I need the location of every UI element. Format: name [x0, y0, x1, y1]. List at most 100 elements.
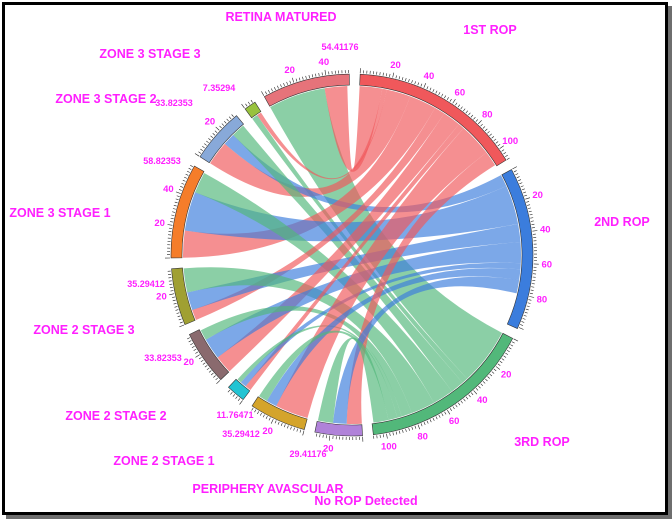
tick-mark — [423, 422, 426, 426]
tick-label: 60 — [541, 260, 552, 271]
chord-ribbon-3rd-rop-to-retina-matured — [270, 88, 503, 379]
tick-mark — [181, 182, 185, 185]
tick-mark — [518, 179, 522, 182]
tick-mark — [187, 337, 190, 340]
tick-mark — [382, 434, 385, 438]
tick-mark — [460, 400, 463, 404]
tick-mark — [503, 355, 507, 358]
group-label-retina-matured: RETINA MATURED — [225, 10, 336, 24]
tick-mark — [470, 392, 474, 396]
tick-mark — [206, 367, 210, 371]
tick-mark — [401, 77, 404, 81]
tick-mark — [452, 99, 456, 104]
tick-label: 40 — [540, 224, 551, 235]
tick-mark — [527, 302, 531, 304]
tick-mark — [173, 204, 177, 207]
tick-label: 20 — [390, 60, 401, 71]
tick-mark — [296, 428, 298, 432]
tick-mark — [178, 189, 182, 191]
tick-mark — [245, 103, 248, 107]
tick-mark — [271, 88, 273, 92]
tick-mark — [512, 166, 517, 170]
tick-mark — [513, 170, 517, 173]
tick-mark — [426, 420, 429, 424]
tick-mark — [444, 95, 447, 99]
tick-mark — [449, 98, 452, 102]
tick-mark — [478, 385, 481, 389]
tick-label: 20 — [501, 369, 512, 380]
tick-mark — [420, 83, 423, 87]
tick-mark — [468, 394, 471, 398]
group-label-zone-3-stage-1: ZONE 3 STAGE 1 — [9, 206, 110, 220]
tick-mark — [405, 78, 407, 82]
tick-mark — [414, 81, 416, 85]
chord-ribbon-1st-rop-to-zone-2-stage-2 — [217, 113, 459, 372]
tick-mark — [316, 433, 318, 437]
tick-mark — [530, 217, 534, 219]
tick-mark — [179, 324, 185, 328]
tick-mark — [523, 314, 527, 317]
tick-mark — [487, 376, 490, 379]
tick-mark — [463, 398, 466, 402]
tick-mark — [497, 143, 501, 147]
tick-mark — [176, 195, 180, 197]
tick-mark — [210, 372, 214, 376]
tick-mark — [235, 396, 238, 399]
group-arc-zone-3-stage-2 — [199, 115, 244, 164]
tick-mark — [398, 76, 401, 80]
tick-mark — [446, 97, 449, 100]
group-arc-no-rop-detected — [314, 421, 363, 437]
tick-mark — [524, 311, 528, 314]
tick-label: 40 — [163, 184, 174, 195]
tick-mark — [214, 130, 218, 134]
tick-mark — [193, 348, 197, 351]
tick-mark — [210, 135, 214, 138]
tick-mark — [520, 324, 524, 326]
tick-label: 20 — [205, 116, 216, 127]
tick-mark — [280, 84, 282, 88]
tick-mark — [195, 351, 199, 354]
tick-mark — [485, 378, 488, 382]
tick-mark — [224, 121, 227, 124]
tick-mark — [455, 404, 458, 408]
tick-mark — [402, 429, 404, 433]
tick-mark — [265, 416, 268, 419]
group-arcs: 20 40 60 80 100 20 40 60 80 20 40 60 80 100 20 20 20 20 20… — [154, 57, 552, 455]
chord-ribbons — [182, 86, 522, 424]
tick-mark — [179, 321, 183, 324]
tick-mark — [527, 204, 531, 206]
tick-mark — [167, 224, 173, 226]
tick-mark — [216, 380, 221, 384]
tick-mark — [480, 123, 483, 127]
tick-mark — [254, 409, 257, 413]
chord-ribbon-2nd-rop-to-no-rop-detected — [332, 276, 520, 424]
group-label-zone-2-stage-2: ZONE 2 STAGE 2 — [65, 409, 166, 423]
tick-mark — [293, 427, 295, 431]
tick-mark — [519, 182, 523, 185]
tick-mark — [195, 354, 200, 358]
tick-mark — [463, 108, 466, 112]
tick-label: 20 — [262, 426, 273, 437]
tick-mark — [426, 86, 429, 90]
tick-mark — [286, 81, 288, 85]
tick-mark — [169, 286, 173, 289]
chord-ribbon-3rd-rop-to-zone-3-stage-3 — [252, 115, 468, 383]
value-label: 7.35294 — [203, 83, 236, 93]
tick-mark — [480, 383, 484, 387]
value-label: 35.29412 — [222, 429, 260, 439]
tick-mark — [231, 114, 234, 117]
tick-mark — [241, 103, 245, 109]
tick-mark — [324, 69, 327, 75]
tick-mark — [385, 73, 388, 77]
tick-mark — [414, 425, 417, 429]
tick-mark — [185, 173, 189, 176]
group-label-periphery-avascular: PERIPHERY AVASCULAR — [192, 482, 343, 496]
tick-mark — [468, 112, 471, 116]
group-arc-zone-3-stage-3 — [244, 101, 262, 119]
tick-mark — [518, 327, 524, 330]
tick-mark — [277, 421, 280, 425]
tick-mark — [521, 321, 525, 323]
tick-mark — [251, 407, 254, 411]
group-arc-1st-rop — [359, 73, 507, 167]
